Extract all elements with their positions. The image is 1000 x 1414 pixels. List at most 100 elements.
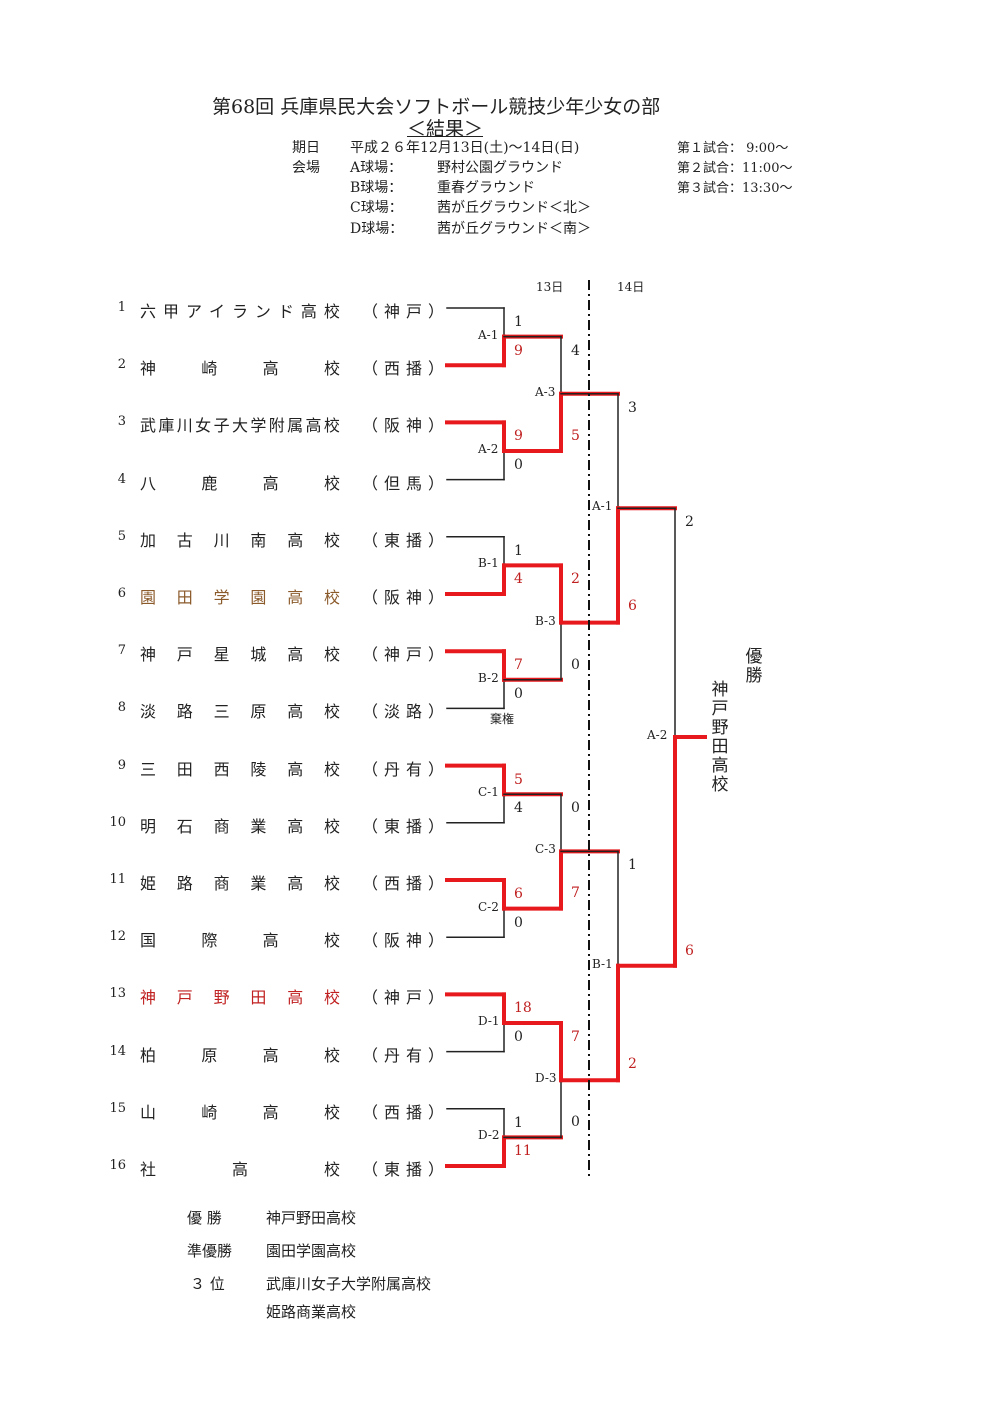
- team-number: 7: [117, 643, 126, 659]
- forfeit-note: 棄権: [490, 712, 515, 727]
- date-value: 平成２６年12月13日(土)～14日(日): [350, 140, 580, 156]
- score-top: 1: [514, 542, 523, 559]
- result-school-2: 園田学園高校: [266, 1242, 357, 1260]
- result-rank-1: 優 勝: [187, 1209, 222, 1227]
- team-name: 淡路三原高校: [140, 702, 340, 722]
- game-label: B-1: [478, 556, 499, 571]
- team-name: 神戸星城高校: [140, 645, 340, 665]
- game-label: D-2: [478, 1128, 500, 1143]
- team-region: （神戸）: [362, 302, 451, 321]
- game-label: B-1: [592, 956, 613, 971]
- team-name: 姫路商業高校: [140, 874, 340, 893]
- score-top: 4: [571, 342, 580, 359]
- team-region: （西播）: [362, 359, 451, 379]
- game-label: A-2: [478, 442, 499, 456]
- team-region: （神戸）: [362, 988, 451, 1008]
- team-name: 神戸野田高校: [140, 988, 340, 1008]
- field-c-name: 茜が丘グラウンド＜北＞: [437, 200, 591, 216]
- score-bottom: 0: [514, 457, 523, 473]
- field-c-label: C球場：: [350, 200, 403, 216]
- result-school-4: 姫路商業高校: [266, 1303, 357, 1321]
- score-bottom: 0: [514, 1029, 523, 1045]
- score-top: 2: [685, 514, 694, 531]
- team-name: 武庫川女子大学附属高校: [140, 416, 340, 436]
- date-label: 期日: [292, 140, 320, 156]
- schedule-2: 第２試合：11:00～: [677, 161, 793, 176]
- score-bottom: 11: [514, 1143, 532, 1160]
- team-region: （西播）: [362, 874, 451, 893]
- team-number: 8: [117, 700, 126, 716]
- champion-heading: 優勝: [745, 647, 763, 686]
- team-number: 14: [109, 1043, 126, 1059]
- score-top: 1: [514, 1114, 523, 1131]
- team-number: 2: [117, 357, 126, 373]
- game-label: C-3: [535, 842, 556, 857]
- team-region: （丹有）: [362, 759, 451, 779]
- team-name: 神崎高校: [140, 359, 340, 379]
- score-top: 6: [514, 886, 523, 902]
- champion-name: 神戸野田高校: [711, 680, 729, 795]
- team-name: 社高校: [140, 1160, 340, 1179]
- team-number: 16: [109, 1158, 126, 1173]
- team-region: （神戸）: [362, 645, 451, 665]
- score-bottom: 9: [514, 342, 523, 359]
- result-rank-3: ３ 位: [190, 1275, 225, 1293]
- game-label: D-3: [535, 1071, 557, 1086]
- score-top: 3: [628, 399, 637, 416]
- team-number: 5: [117, 528, 126, 544]
- team-region: （但馬）: [362, 473, 451, 493]
- result-school-1: 神戸野田高校: [266, 1209, 357, 1227]
- team-number: 11: [109, 872, 126, 887]
- team-region: （丹有）: [362, 1045, 451, 1065]
- schedule-3: 第３試合：13:30～: [677, 181, 793, 196]
- team-name: 園田学園高校: [140, 588, 340, 607]
- game-label: D-1: [478, 1014, 500, 1028]
- field-b-label: B球場：: [350, 180, 403, 196]
- field-d-name: 茜が丘グラウンド＜南＞: [437, 221, 591, 237]
- schedule-1: 第１試合： 9:00～: [677, 141, 789, 156]
- score-bottom: 6: [628, 598, 637, 615]
- score-top: 9: [514, 428, 523, 445]
- team-number: 12: [109, 929, 126, 945]
- team-name: 明石商業高校: [140, 816, 340, 836]
- day-label-13: 13日: [536, 280, 564, 294]
- score-top: 7: [571, 1029, 580, 1045]
- score-top: 1: [514, 314, 523, 330]
- score-bottom: 0: [514, 685, 523, 702]
- team-number: 3: [117, 414, 126, 430]
- score-bottom: 4: [514, 571, 523, 588]
- team-number: 6: [117, 586, 126, 601]
- game-label: B-3: [535, 613, 556, 628]
- team-number: 9: [117, 757, 126, 773]
- score-bottom: 7: [571, 885, 580, 902]
- game-label: A-2: [647, 728, 668, 742]
- score-top: 0: [571, 800, 580, 817]
- page-subtitle: ＜結果＞: [407, 118, 484, 140]
- team-region: （西播）: [362, 1102, 451, 1122]
- team-region: （東播）: [362, 1160, 451, 1179]
- score-bottom: 0: [571, 656, 580, 673]
- field-a-label: A球場：: [350, 160, 403, 176]
- score-top: 5: [514, 771, 523, 788]
- score-bottom: 4: [514, 800, 523, 817]
- team-number: 13: [109, 986, 126, 1002]
- field-a-name: 野村公園グラウンド: [437, 160, 563, 176]
- field-b-name: 重春グラウンド: [437, 180, 535, 196]
- result-rank-2: 準優勝: [187, 1242, 233, 1260]
- game-label: A-1: [592, 499, 613, 514]
- team-region: （阪神）: [362, 588, 451, 607]
- venue-label: 会場: [292, 160, 320, 176]
- team-region: （東播）: [362, 530, 451, 550]
- score-bottom: 0: [514, 914, 523, 931]
- team-region: （阪神）: [362, 931, 451, 951]
- team-number: 4: [117, 471, 126, 487]
- game-label: A-1: [478, 327, 499, 342]
- score-bottom: 6: [685, 943, 694, 959]
- team-number: 10: [109, 814, 126, 830]
- team-name: 三田西陵高校: [140, 759, 340, 779]
- game-label: C-1: [478, 785, 499, 800]
- score-top: 7: [514, 657, 523, 674]
- team-name: 加古川南高校: [140, 530, 340, 550]
- page-title: 第68回 兵庫県民大会ソフトボール競技少年少女の部: [212, 96, 661, 118]
